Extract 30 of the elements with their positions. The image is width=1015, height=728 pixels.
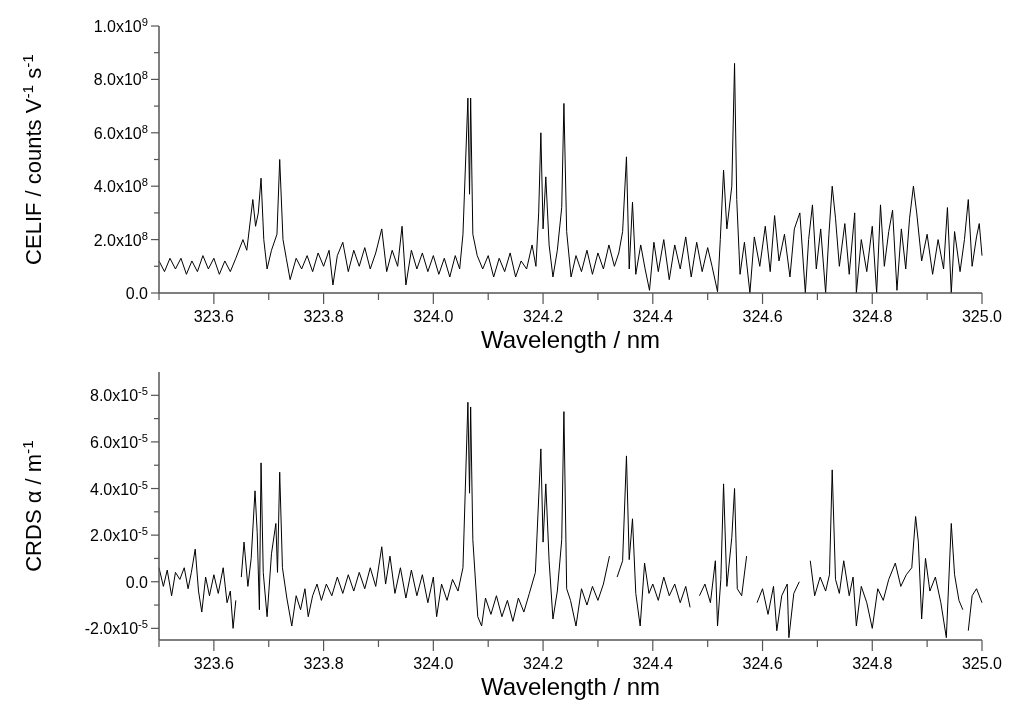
- x-tick-label: 324.2: [523, 655, 564, 672]
- x-tick-label: 324.6: [742, 308, 783, 325]
- x-tick-label: 324.4: [632, 655, 673, 672]
- x-tick-label: 323.8: [303, 308, 344, 325]
- y-tick-label: 6.0x10$^{-5}$: [90, 431, 148, 451]
- y-tick-label: 0.0: [125, 573, 149, 591]
- x-tick-label: 324.0: [413, 308, 454, 325]
- y-tick-label: 2.0x10$^{8}$: [93, 229, 148, 249]
- y-tick-label: 0.0: [125, 285, 149, 302]
- y-tick-label: 1.0x10$^{9}$: [93, 16, 148, 35]
- y-tick-label: 6.0x10$^{8}$: [93, 122, 148, 142]
- x-tick-label: 324.8: [852, 308, 893, 325]
- y-tick-label: 8.0x10$^{-5}$: [90, 385, 148, 405]
- x-tick-label: 323.8: [303, 655, 344, 672]
- x-tick-label: 324.8: [852, 655, 893, 672]
- x-axis-title: Wavelength / nm: [480, 326, 661, 353]
- x-tick-label: 324.2: [523, 308, 564, 325]
- x-tick-label: 324.0: [413, 655, 454, 672]
- y-tick-label: 8.0x10$^{8}$: [93, 69, 148, 89]
- y-tick-label: 4.0x10$^{-5}$: [90, 478, 148, 498]
- x-tick-label: 324.4: [632, 308, 673, 325]
- x-tick-label: 323.6: [193, 655, 234, 672]
- y-tick-label: -2.0x10$^{-5}$: [84, 618, 148, 638]
- x-tick-label: 323.6: [193, 308, 234, 325]
- x-axis-title: Wavelength / nm: [480, 673, 661, 700]
- x-tick-label: 325.0: [961, 655, 1003, 672]
- x-tick-label: 324.6: [742, 655, 783, 672]
- x-tick-label: 325.0: [961, 308, 1003, 325]
- y-tick-label: 2.0x10$^{-5}$: [90, 525, 148, 545]
- y-tick-label: 4.0x10$^{8}$: [93, 176, 148, 196]
